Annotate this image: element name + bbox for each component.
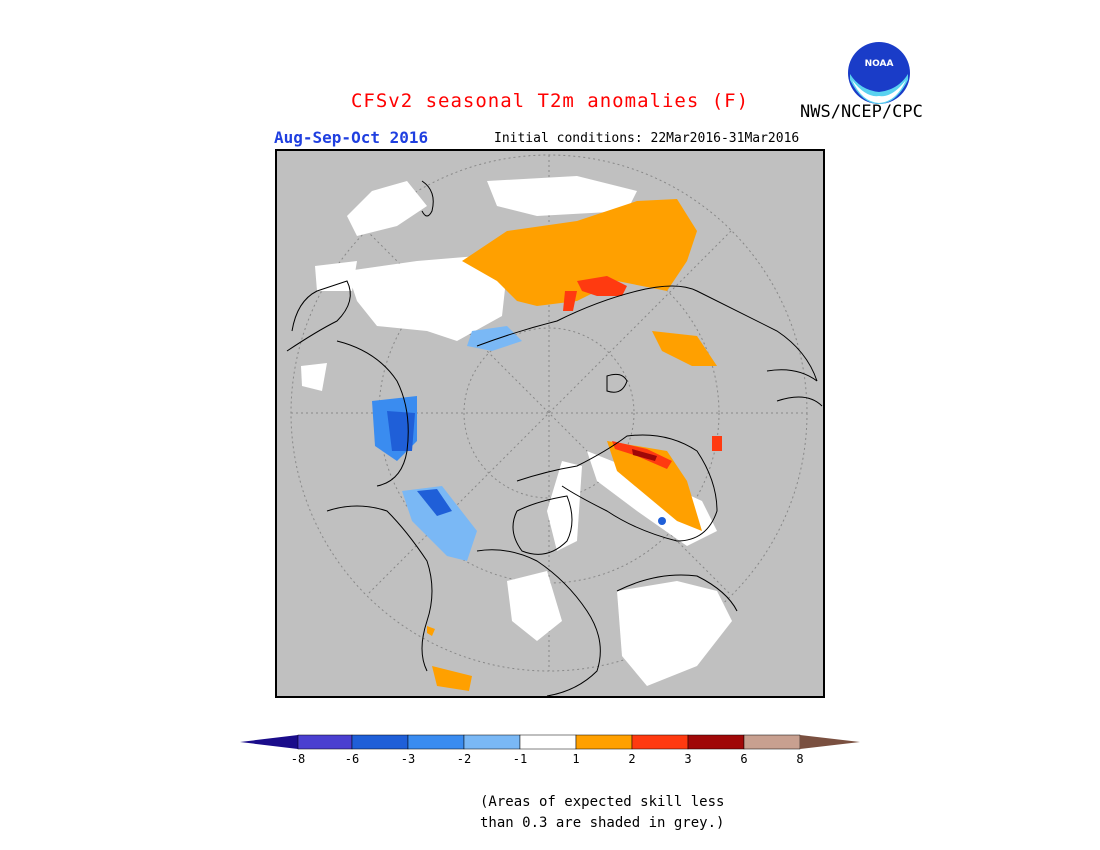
polar-map (275, 149, 825, 698)
noaa-logo-text: NOAA (865, 59, 894, 69)
warm-anomaly-area-alaska (652, 331, 717, 366)
legend-tick-label: 1 (572, 752, 580, 766)
warm-anomaly-area-siberia (462, 199, 697, 306)
legend-tick-label: 3 (684, 752, 692, 766)
season-label: Aug-Sep-Oct 2016 (274, 128, 429, 147)
footnote: (Areas of expected skill less than 0.3 a… (480, 792, 724, 834)
legend-tick-label: -8 (290, 752, 306, 766)
legend-swatch-neg6-neg3 (351, 734, 409, 750)
legend-tick-label: -1 (512, 752, 528, 766)
map-title: CFSv2 seasonal T2m anomalies (F) (350, 90, 750, 112)
near-normal-area-europe (315, 261, 357, 291)
legend-swatch-neg8-neg6 (297, 734, 353, 750)
legend-swatch-6-8 (743, 734, 801, 750)
near-normal-area-arctic-canada (547, 461, 582, 551)
near-normal-area-europe (347, 256, 507, 341)
legend-swatch-neg3-neg2 (407, 734, 465, 750)
color-legend-bar (240, 734, 860, 750)
legend-tick-label: 6 (740, 752, 748, 766)
near-normal-area-canada (617, 581, 732, 686)
legend-tick-label: 2 (628, 752, 636, 766)
near-normal-area-africa (301, 363, 327, 391)
legend-swatch-neg1-1 (519, 734, 577, 750)
legend-tick-label: -6 (344, 752, 360, 766)
legend-swatch-below-neg8 (240, 735, 298, 749)
legend-tick-label: 8 (796, 752, 804, 766)
near-normal-area-canada (507, 571, 562, 641)
strong-cool-anomaly-area (658, 517, 666, 525)
strong-warm-anomaly-area (577, 276, 627, 296)
cool-anomaly-area-north-america (402, 486, 477, 561)
near-normal-area-russia (487, 176, 637, 216)
strong-warm-anomaly-area (712, 436, 722, 451)
legend-swatch-above-8 (800, 735, 860, 749)
meridian-line (366, 230, 732, 596)
noaa-logo: NOAA (848, 42, 910, 104)
strong-cool-anomaly-area (417, 489, 452, 516)
legend-swatch-1-2 (575, 734, 633, 750)
legend-swatch-2-3 (631, 734, 689, 750)
footnote-line-1: (Areas of expected skill less (480, 794, 725, 810)
legend-swatch-neg2-neg1 (463, 734, 521, 750)
legend-tick-label: -2 (456, 752, 472, 766)
graticule-circle (463, 327, 635, 499)
org-label: NWS/NCEP/CPC (800, 102, 923, 122)
warm-anomaly-area-south (432, 666, 472, 691)
init-conditions-label: Initial conditions: 22Mar2016-31Mar2016 (494, 131, 800, 146)
near-normal-area-europe (347, 181, 427, 236)
polar-map-svg (286, 154, 823, 696)
very-strong-warm-anomaly-area (632, 449, 657, 461)
footnote-line-2: than 0.3 are shaded in grey.) (480, 815, 725, 831)
strong-warm-anomaly-area (563, 291, 577, 311)
legend-swatch-3-6 (687, 734, 745, 750)
warm-anomaly-area-greenland (607, 441, 702, 531)
warm-anomaly-area-south (427, 626, 435, 636)
coastlines (286, 180, 823, 696)
legend-tick-label: -3 (400, 752, 416, 766)
